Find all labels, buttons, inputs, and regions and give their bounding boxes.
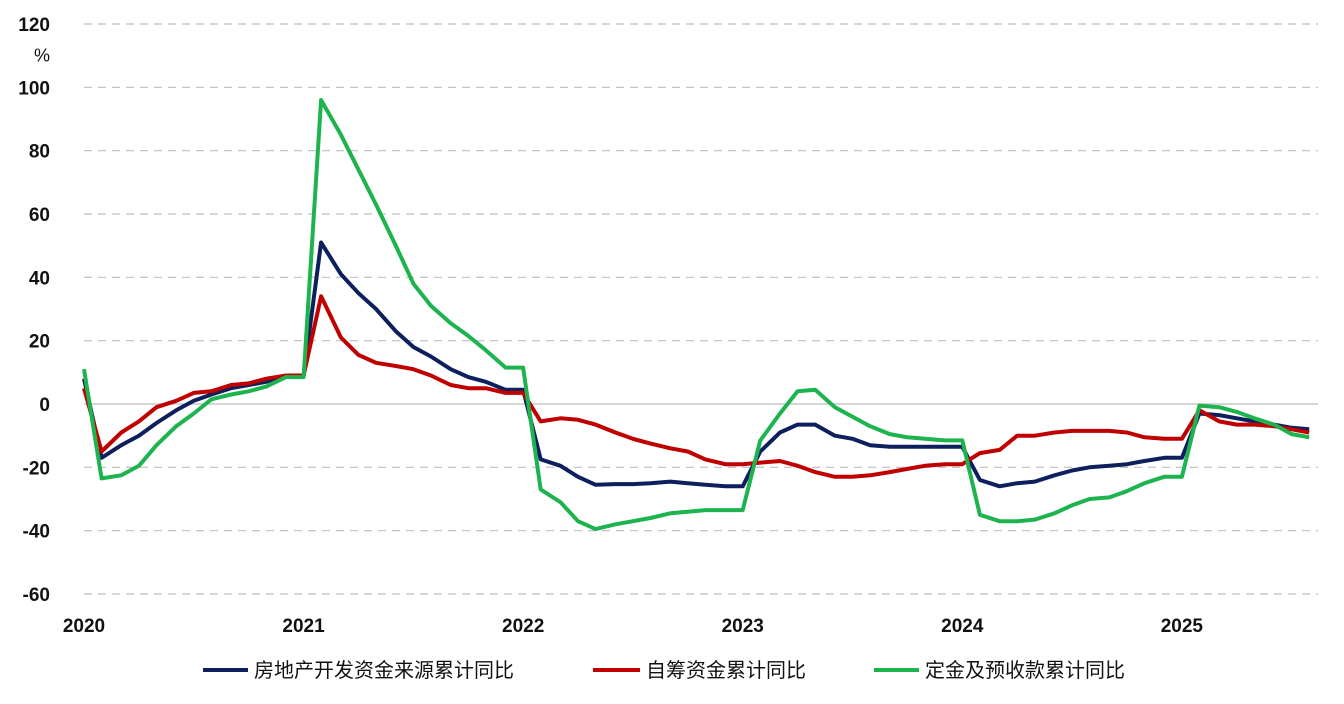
series-lines [82,98,1310,532]
y-tick-label: 100 [18,78,50,99]
x-tick-label: 2025 [1161,616,1204,637]
y-tick-label: -20 [23,458,50,479]
legend-label: 定金及预收款累计同比 [925,658,1125,682]
series-line-3 [82,98,1310,532]
x-tick-label: 2023 [722,616,764,637]
y-tick-labels: 120 100 80 60 40 20 0 -20 -40 -60 [18,15,50,606]
y-tick-label: 80 [29,142,50,163]
legend-label: 房地产开发资金来源累计同比 [254,658,514,682]
x-tick-label: 2020 [63,616,105,637]
y-tick-label: 60 [29,205,50,226]
y-tick-label: 40 [29,268,50,289]
y-tick-label: -40 [23,522,50,543]
y-unit-label: % [34,46,50,66]
x-tick-label: 2021 [282,616,325,637]
x-tick-label: 2024 [941,616,984,637]
y-tick-label: 0 [39,395,50,416]
x-tick-labels: 2020 2021 2022 2023 2024 2025 [63,616,1204,637]
x-tick-label: 2022 [502,616,544,637]
y-tick-label: -60 [23,585,50,606]
y-tick-label: 20 [29,332,50,353]
y-tick-label: 120 [18,15,50,36]
legend: 房地产开发资金来源累计同比 自筹资金累计同比 定金及预收款累计同比 [203,658,1125,682]
series-line-1 [82,240,1310,489]
legend-label: 自筹资金累计同比 [646,658,806,682]
